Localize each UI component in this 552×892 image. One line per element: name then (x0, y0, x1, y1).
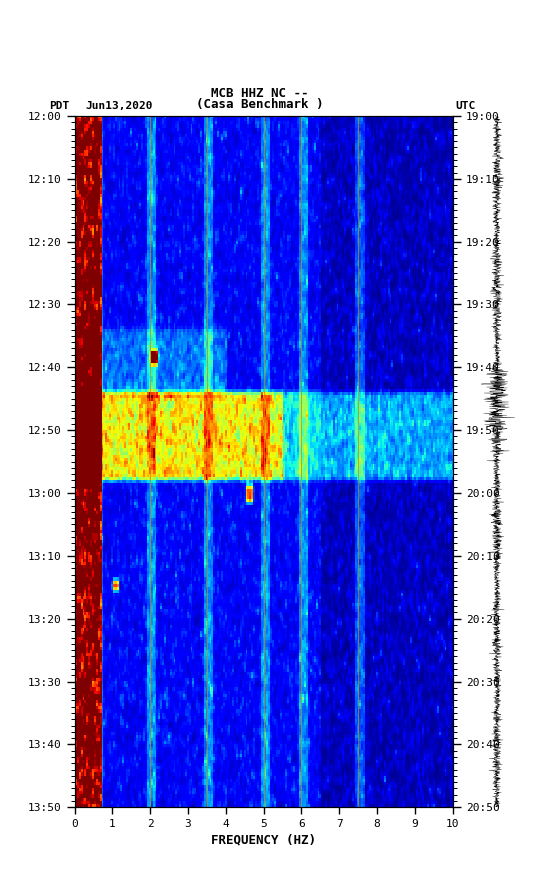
Polygon shape (6, 12, 31, 37)
Text: UTC: UTC (455, 101, 476, 111)
Text: PDT: PDT (49, 101, 69, 111)
Text: MCB HHZ NC --: MCB HHZ NC -- (211, 87, 308, 100)
Text: Jun13,2020: Jun13,2020 (86, 101, 153, 111)
X-axis label: FREQUENCY (HZ): FREQUENCY (HZ) (211, 833, 316, 847)
Text: (Casa Benchmark ): (Casa Benchmark ) (196, 97, 323, 111)
Text: USGS: USGS (26, 17, 60, 31)
